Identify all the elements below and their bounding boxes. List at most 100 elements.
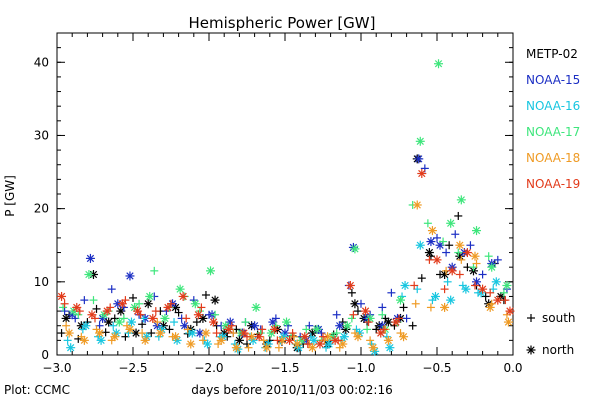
point-north-noaa-17	[396, 295, 406, 305]
point-north-noaa-19	[269, 324, 279, 334]
point-north-noaa-19	[163, 302, 173, 312]
x-tick-label: 0.0	[503, 361, 522, 375]
point-south-noaa-19	[501, 296, 510, 305]
point-north-noaa-19	[462, 248, 472, 258]
point-north-noaa-17	[114, 317, 124, 327]
point-south-metp-02	[243, 340, 251, 349]
point-north-noaa-18	[440, 302, 450, 312]
point-north-noaa-18	[412, 200, 422, 210]
point-north-noaa-15	[225, 317, 235, 327]
point-north-noaa-18	[186, 339, 196, 349]
point-north-noaa-17	[446, 218, 456, 228]
point-north-noaa-17	[251, 302, 261, 312]
point-north-noaa-16	[157, 324, 167, 334]
point-south-noaa-19	[440, 285, 449, 294]
point-south-metp-02	[454, 211, 463, 220]
point-north-noaa-19	[361, 306, 371, 316]
point-north-noaa-19	[417, 169, 427, 179]
footer-credit: Plot: CCMC	[4, 383, 70, 397]
point-south-noaa-17	[423, 219, 432, 228]
point-south-noaa-15	[493, 255, 502, 264]
point-north-noaa-17	[145, 291, 155, 301]
series-noaa-19	[57, 169, 515, 349]
point-north-noaa-15	[414, 154, 424, 164]
point-north-noaa-18	[383, 335, 393, 345]
point-south-noaa-17	[150, 266, 159, 275]
point-south-noaa-19	[197, 303, 206, 312]
point-south-metp-02	[147, 329, 156, 338]
point-north-noaa-16	[142, 332, 152, 342]
point-north-noaa-17	[472, 226, 482, 236]
y-tick-label: 20	[34, 202, 49, 216]
point-north-noaa-18	[470, 251, 480, 261]
point-south-noaa-18	[426, 303, 435, 312]
point-south-noaa-17	[363, 325, 372, 334]
point-north-noaa-16	[66, 343, 76, 353]
legend-metp-02: METP-02	[526, 47, 578, 61]
point-north-noaa-18	[427, 226, 437, 236]
point-north-noaa-16	[294, 343, 304, 353]
point-north-noaa-16	[263, 339, 273, 349]
point-north-noaa-19	[87, 310, 97, 320]
point-north-noaa-16	[400, 280, 410, 290]
point-south-noaa-17	[89, 296, 98, 305]
point-north-noaa-19	[478, 284, 488, 294]
point-north-noaa-18	[338, 339, 348, 349]
point-south-noaa-19	[288, 329, 297, 338]
point-north-noaa-19	[72, 302, 82, 312]
marker-legend-north-symbol	[526, 345, 536, 355]
point-north-noaa-16	[491, 277, 501, 287]
legend-noaa-15: NOAA-15	[526, 73, 580, 87]
point-south-metp-02	[110, 314, 119, 323]
series-noaa-17	[59, 59, 512, 345]
point-south-noaa-16	[63, 336, 72, 345]
legend-noaa-18: NOAA-18	[526, 151, 580, 165]
point-north-noaa-19	[254, 332, 264, 342]
point-north-noaa-19	[391, 317, 401, 327]
point-north-noaa-16	[385, 343, 395, 353]
point-north-noaa-16	[202, 339, 212, 349]
x-tick-label: −2.0	[194, 361, 223, 375]
series-noaa-18	[62, 200, 513, 353]
point-north-metp-02	[424, 248, 434, 258]
point-south-noaa-16	[109, 321, 118, 330]
x-tick-label: −1.0	[346, 361, 375, 375]
point-south-noaa-15	[433, 233, 441, 242]
point-north-metp-02	[455, 251, 465, 261]
data-points	[57, 59, 515, 356]
point-south-noaa-15	[80, 296, 89, 305]
point-north-noaa-16	[430, 291, 440, 301]
point-north-noaa-15	[335, 321, 345, 331]
point-north-noaa-16	[354, 328, 364, 338]
point-south-noaa-19	[486, 288, 495, 297]
y-tick-label: 40	[34, 55, 49, 69]
x-tick-label: −1.5	[270, 361, 299, 375]
point-north-noaa-16	[476, 288, 486, 298]
point-south-metp-02	[101, 328, 110, 337]
legend-noaa-17: NOAA-17	[526, 125, 580, 139]
point-north-noaa-18	[485, 302, 495, 312]
point-north-noaa-19	[493, 295, 503, 305]
point-north-noaa-17	[502, 280, 512, 290]
point-south-metp-02	[165, 325, 174, 334]
y-axis: 0 10 20 30 40	[34, 32, 513, 362]
x-axis: −3.0 −2.5 −2.0 −1.5 −1.0 −0.5 0.0	[42, 33, 523, 375]
point-north-noaa-18	[307, 343, 317, 353]
marker-legend-south-symbol	[527, 314, 535, 322]
point-north-noaa-15	[250, 321, 260, 331]
point-north-noaa-15	[195, 328, 205, 338]
point-south-metp-02	[129, 293, 137, 302]
point-south-noaa-17	[499, 288, 508, 297]
point-north-noaa-15	[113, 299, 123, 309]
point-south-noaa-17	[241, 318, 250, 327]
point-north-noaa-17	[206, 266, 216, 276]
point-south-noaa-18	[138, 329, 147, 338]
point-north-noaa-15	[125, 271, 135, 281]
point-south-noaa-19	[410, 281, 419, 290]
point-north-noaa-15	[98, 313, 108, 323]
point-south-noaa-15	[378, 303, 387, 312]
point-north-noaa-16	[172, 335, 182, 345]
point-north-noaa-17	[456, 195, 466, 205]
legend-noaa-19: NOAA-19	[526, 177, 580, 191]
point-north-noaa-17	[175, 284, 185, 294]
